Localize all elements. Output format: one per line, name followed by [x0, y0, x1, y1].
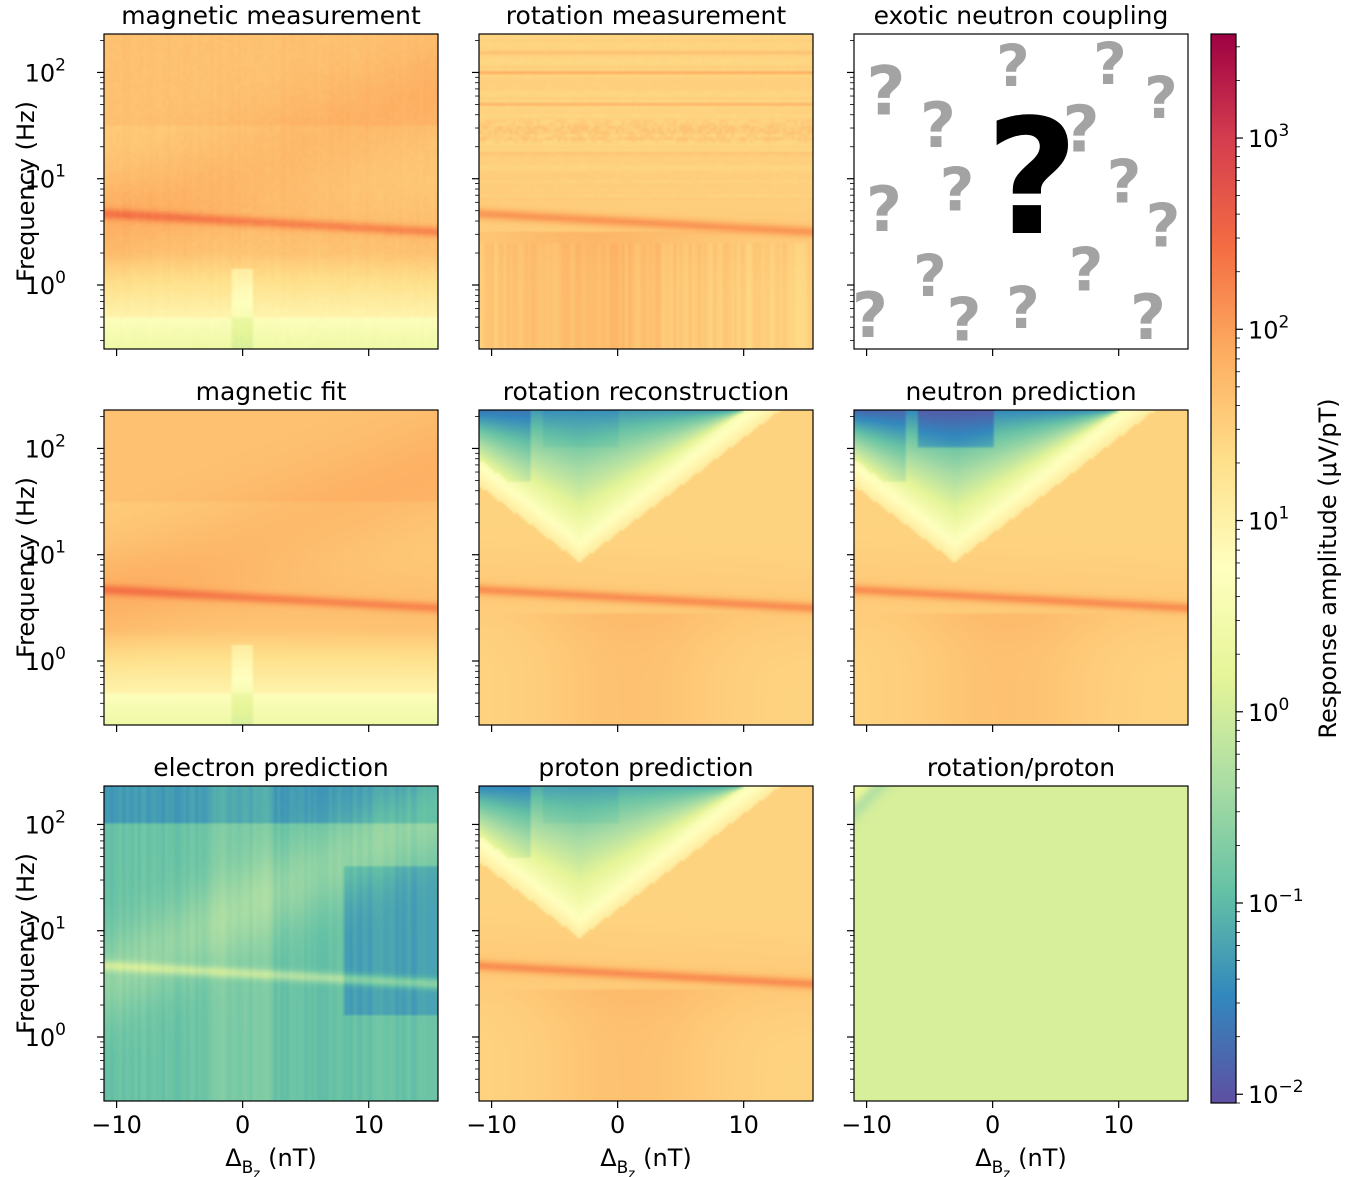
question-mark-icon: ?	[1093, 30, 1127, 98]
y-tick-label: 101	[25, 162, 66, 194]
x-axis-label: ΔBz(nT)	[225, 1144, 317, 1177]
question-mark-icon: ?	[1006, 274, 1040, 342]
x-tick-label: −10	[91, 1111, 142, 1139]
heatmap-image	[104, 410, 438, 725]
y-axis-label: Frequency (Hz)	[12, 101, 40, 282]
plot-frame	[478, 33, 814, 350]
question-mark-icon: ?	[1062, 94, 1099, 168]
heatmap-image	[479, 786, 813, 1101]
colorbar: 10−2 10−1 100 101 102 103 Response amplitude (…	[1210, 33, 1342, 1109]
colorbar-tick-label: 10−1	[1248, 886, 1304, 918]
heatmap-image	[854, 786, 1188, 1101]
panel-proton-prediction: proton prediction −10 0 10 ΔBz(nT)	[466, 753, 814, 1177]
question-mark-icon: ?	[866, 173, 902, 246]
panel-title: proton prediction	[538, 753, 753, 782]
question-mark-icon: ?	[866, 53, 905, 132]
plot-frame	[103, 33, 439, 350]
x-tick-label: −10	[841, 1111, 892, 1139]
colorbar-tick-label: 10−2	[1248, 1077, 1304, 1109]
heatmap-image	[854, 410, 1188, 725]
panel-title: exotic neutron coupling	[874, 1, 1169, 30]
y-tick-label: 100	[25, 1020, 66, 1052]
question-mark-icon: ?	[913, 242, 947, 310]
panel-rotation-proton: rotation/proton −10 0 10 ΔBz(nT)	[841, 753, 1189, 1177]
x-tick-label: 10	[728, 1111, 759, 1139]
colorbar-tick-label: 103	[1248, 121, 1289, 153]
x-tick-label: 0	[610, 1111, 625, 1139]
x-tick-label: 0	[985, 1111, 1000, 1139]
question-mark-icon: ?	[1107, 148, 1142, 218]
y-tick-label: 100	[25, 268, 66, 300]
panel-title: rotation reconstruction	[503, 377, 790, 406]
heatmap-image	[479, 34, 813, 349]
panel-title: neutron prediction	[905, 377, 1136, 406]
question-mark-icon: ?	[1146, 192, 1181, 262]
plot-frame	[853, 409, 1189, 726]
x-tick-label: 10	[1103, 1111, 1134, 1139]
x-axis-label: ΔBz(nT)	[600, 1144, 692, 1177]
colorbar-tick-label: 101	[1248, 504, 1289, 536]
question-mark-icon: ?	[940, 156, 975, 226]
x-axis-label: ΔBz(nT)	[975, 1144, 1067, 1177]
panel-rotation-reconstruction: rotation reconstruction	[472, 377, 814, 732]
panel-title: magnetic fit	[196, 377, 347, 406]
panel-title: magnetic measurement	[121, 1, 421, 30]
question-mark-icon: ?	[947, 286, 982, 356]
panel-electron-prediction: electron prediction −10 0 10 100 101 102 Freque…	[12, 753, 439, 1177]
x-tick-label: 10	[353, 1111, 384, 1139]
colorbar-tick-label: 102	[1248, 312, 1289, 344]
colorbar-gradient	[1210, 33, 1237, 1104]
panel-rotation-measurement: rotation measurement	[472, 1, 814, 356]
heatmap-image	[104, 34, 438, 349]
panel-title: rotation measurement	[506, 1, 787, 30]
question-mark-icon: ?	[1069, 236, 1104, 306]
panel-magnetic-fit: magnetic fit 100 101 102 Frequency (Hz)	[12, 377, 439, 732]
x-tick-label: 0	[235, 1111, 250, 1139]
plot-frame	[853, 785, 1189, 1102]
y-tick-label: 102	[25, 431, 66, 463]
question-mark-icon: ?	[1130, 281, 1166, 354]
panel-exotic-neutron-coupling: exotic neutron coupling?????????????????	[847, 1, 1189, 356]
y-axis-label: Frequency (Hz)	[12, 853, 40, 1034]
question-mark-icon: ?	[920, 89, 956, 162]
plot-frame	[478, 785, 814, 1102]
heatmap-image	[479, 410, 813, 725]
plot-frame	[103, 409, 439, 726]
question-mark-icon: ?	[1144, 64, 1178, 132]
plot-frame	[103, 785, 439, 1102]
panel-neutron-prediction: neutron prediction	[847, 377, 1189, 732]
colorbar-tick-label: 100	[1248, 695, 1289, 727]
y-tick-label: 100	[25, 644, 66, 676]
big-question-mark-icon: ?	[986, 84, 1079, 271]
question-mark-icon: ?	[852, 279, 888, 352]
panel-title: electron prediction	[153, 753, 389, 782]
y-tick-label: 102	[25, 807, 66, 839]
y-tick-label: 101	[25, 538, 66, 570]
heatmap-image	[104, 786, 438, 1101]
question-mark-icon: ?	[996, 32, 1030, 100]
panel-title: rotation/proton	[927, 753, 1115, 782]
colorbar-label: Response amplitude (μV/pT)	[1314, 398, 1342, 738]
x-tick-label: −10	[466, 1111, 517, 1139]
panel-magnetic-measurement: magnetic measurement 100 101 102 Frequency (…	[12, 1, 439, 356]
y-axis-label: Frequency (Hz)	[12, 477, 40, 658]
plot-area	[853, 33, 1189, 350]
y-tick-label: 102	[25, 55, 66, 87]
plot-frame	[478, 409, 814, 726]
y-tick-label: 101	[25, 914, 66, 946]
